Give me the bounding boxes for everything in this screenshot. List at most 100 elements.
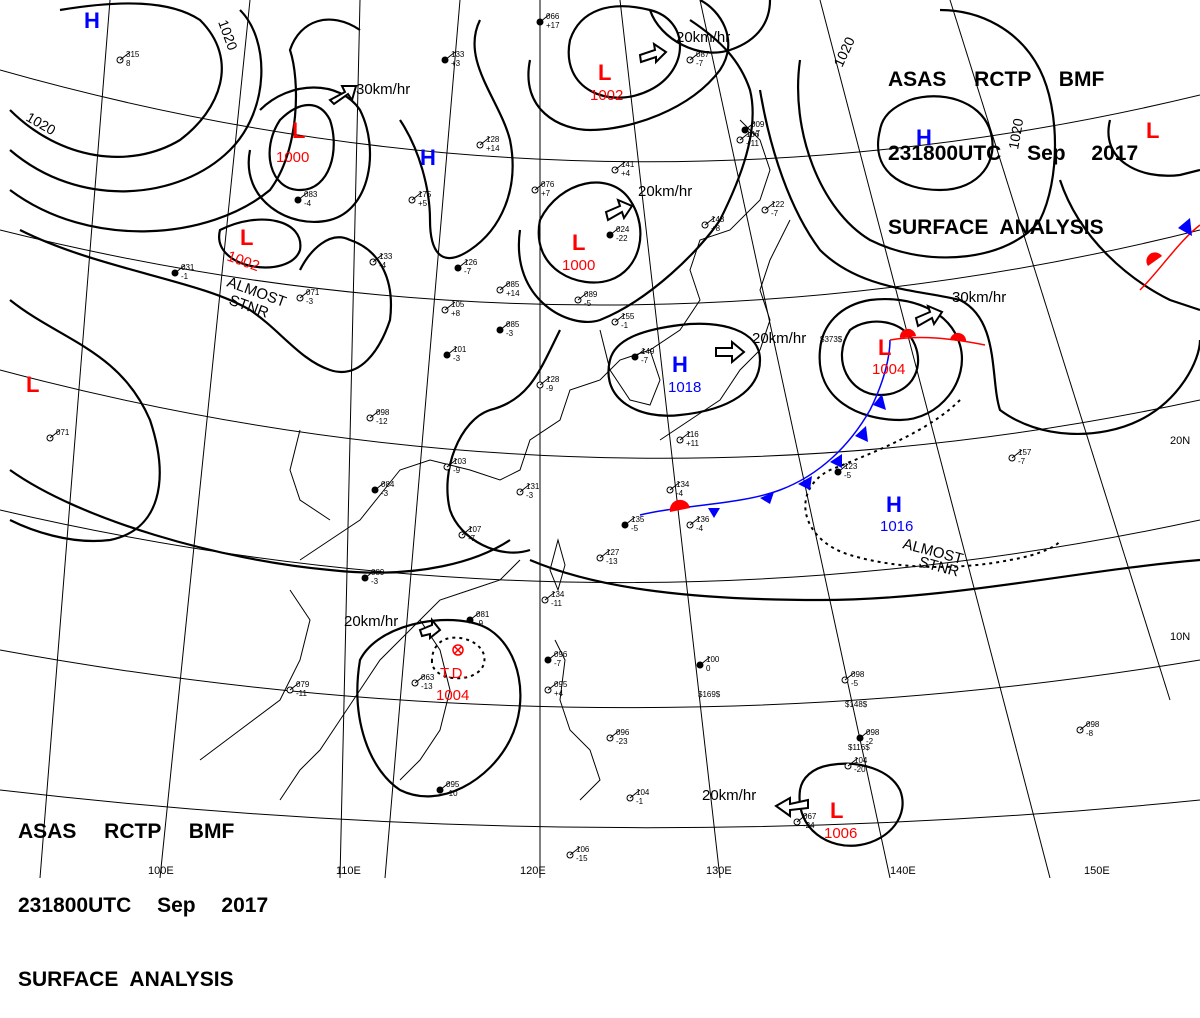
station-pressure: 134 [676, 480, 690, 489]
coastline-misc [289, 429, 331, 521]
header-line-product: ASAS RCTP BMF [888, 68, 1105, 91]
latitude-line [0, 229, 1200, 306]
station-tendency: -7 [464, 267, 472, 276]
station-pressure: 087 [696, 50, 710, 59]
lon-label: 100E [148, 865, 174, 877]
station-wind-barb [1011, 449, 1023, 459]
longitude-line [619, 0, 721, 878]
motion-arrow [774, 796, 809, 818]
high-center-symbol: H [84, 8, 100, 33]
station-wind-barb [764, 201, 776, 211]
station-wind-barb [539, 376, 551, 386]
td-label: T.D. [440, 665, 467, 682]
station-pressure: 175 [418, 190, 432, 199]
coastline-indochina [199, 589, 311, 761]
header-line-title: SURFACE ANALYSIS [18, 968, 234, 991]
station-pressure: 066 [546, 12, 560, 21]
station-pressure: 104 [636, 788, 650, 797]
low-center-symbol: L [292, 118, 305, 143]
station-tendency: -4 [304, 199, 312, 208]
isobar [529, 558, 1200, 602]
station-wind-barb [289, 681, 301, 691]
station-pressure: 149 [641, 347, 655, 356]
station-pressure: 155 [621, 312, 635, 321]
station-wind-barb [577, 291, 589, 301]
station-pressure: 135 [631, 515, 645, 524]
station-wind-barb [49, 429, 61, 439]
station-tendency: +8 [711, 224, 721, 233]
station-pressure: 063 [421, 673, 435, 682]
station-wind-barb [847, 757, 859, 767]
station-pressure: 098 [1086, 720, 1100, 729]
isobar [247, 86, 372, 223]
isobar [758, 89, 1200, 436]
latitude-line [0, 649, 1200, 709]
station-pressure: 067 [803, 812, 817, 821]
coastline-south-china [279, 559, 521, 801]
station-code: $148$ [845, 700, 868, 709]
station-wind-barb [299, 289, 311, 299]
lon-label: 120E [520, 865, 546, 877]
station-tendency: -3 [381, 489, 389, 498]
isobar [648, 0, 772, 54]
station-tendency: -8 [1086, 729, 1094, 738]
station-tendency: -7 [696, 59, 704, 68]
station-tendency: +11 [746, 139, 760, 148]
station-wind-barb [119, 51, 131, 61]
station-pressure: 085 [506, 280, 520, 289]
low-center-value: 1000 [562, 257, 595, 274]
station-pressure: 133 [379, 252, 393, 261]
dotted-features [430, 399, 1061, 680]
station-pressure: 136 [696, 515, 710, 524]
high-center-symbol: H [916, 125, 932, 150]
isobar [218, 218, 302, 269]
station-wind-barb [547, 651, 559, 661]
grid-labels: 20N 10N 100E 110E 120E 130E 140E 150E [148, 435, 1190, 877]
station-wind-barb [614, 313, 626, 323]
isobar [796, 8, 1057, 259]
station-tendency: -20 [854, 765, 866, 774]
station-tendency: -5 [584, 299, 592, 308]
station-code: $373$ [820, 335, 843, 344]
low-center-symbol: L [26, 372, 39, 397]
station-wind-barb [444, 301, 456, 311]
station-tendency: -3 [453, 354, 461, 363]
station-tendency: +17 [546, 21, 560, 30]
station-pressure: 096 [554, 650, 568, 659]
station-pressure: 157 [1018, 448, 1032, 457]
station-pressure: 095 [446, 780, 460, 789]
low-center-value: 1000 [276, 149, 309, 166]
station-wind-barb [469, 611, 481, 621]
station-wind-barb [374, 481, 386, 491]
station-code: $169$ [698, 690, 721, 699]
station-tendency: +8 [451, 309, 461, 318]
weather-map: 1020 1020 1020 1020 H H H 1018 H H 1016 … [0, 0, 1200, 878]
cold-front-line [639, 339, 891, 516]
station-pressure: 106 [746, 130, 760, 139]
station-pressure: 100 [706, 655, 720, 664]
station-tendency: -22 [616, 234, 628, 243]
lon-label: 110E [336, 865, 361, 877]
isobar [9, 2, 223, 158]
low-center-symbol: L [598, 60, 611, 85]
header-line-product: ASAS RCTP BMF [18, 820, 235, 843]
station-tendency: 0 [706, 664, 711, 673]
station-tendency: +7 [541, 189, 551, 198]
lon-label: 130E [706, 865, 732, 877]
station-pressure: 105 [451, 300, 465, 309]
station-pressure: 098 [851, 670, 865, 679]
station-pressure: 122 [771, 200, 785, 209]
low-center-symbol: L [830, 798, 843, 823]
longitude-line [819, 0, 1051, 878]
longitude-line [699, 0, 891, 878]
station-pressure: 089 [371, 568, 385, 577]
isobar-label: 1020 [1005, 117, 1026, 151]
station-pressure: 126 [464, 258, 478, 267]
latitude-line [0, 369, 1200, 459]
station-wind-barb [544, 591, 556, 601]
station-wind-barb [689, 51, 701, 61]
high-center-symbol: H [672, 352, 688, 377]
station-wind-barb [446, 458, 458, 468]
isobar [877, 95, 994, 192]
motion-labels: 30km/hr 20km/hr 20km/hr 20km/hr 30km/hr … [344, 29, 1006, 804]
